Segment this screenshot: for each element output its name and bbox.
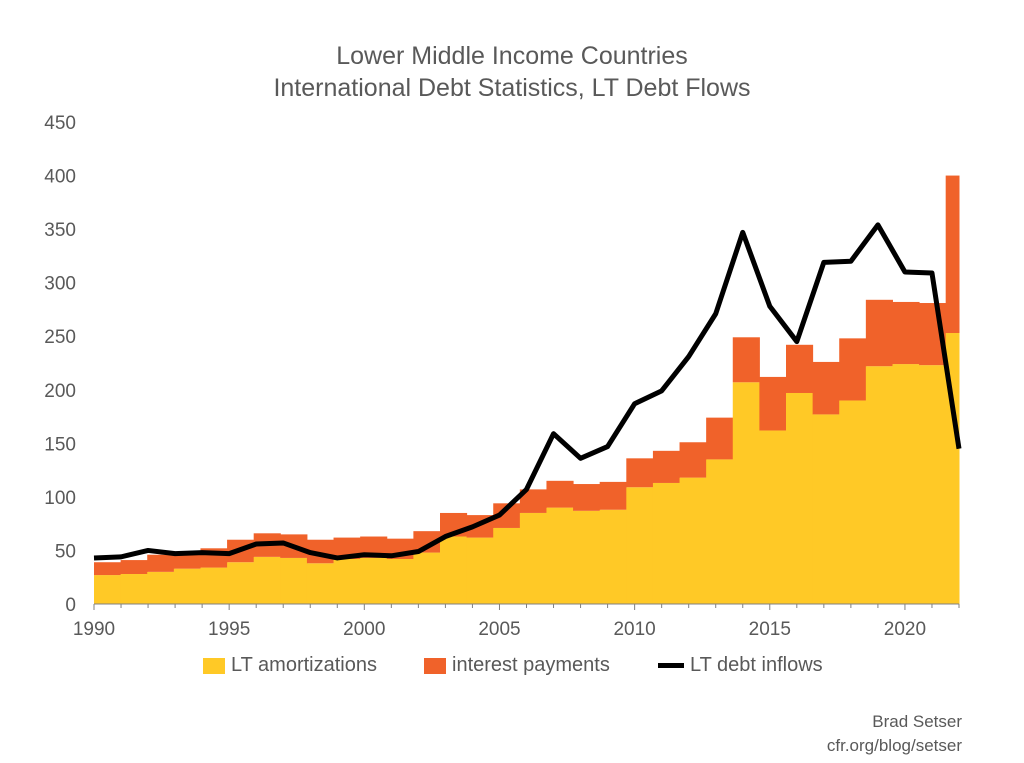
bar-interest-1991 — [120, 560, 148, 574]
bar-amortizations-2004 — [466, 537, 494, 604]
x-tick-label: 1990 — [73, 619, 115, 640]
bar-amortizations-1993 — [173, 568, 201, 604]
bar-amortizations-2014 — [732, 382, 760, 604]
legend-label-interest: interest payments — [452, 654, 610, 676]
bar-amortizations-2010 — [626, 487, 654, 604]
inflows-line-layer — [93, 222, 962, 561]
legend-label-amortizations: LT amortizations — [231, 654, 377, 676]
legend-item-interest: interest payments — [424, 654, 610, 677]
bar-interest-2007 — [546, 480, 574, 508]
bar-interest-1993 — [173, 552, 201, 569]
bar-amortizations-2005 — [493, 527, 521, 604]
bar-amortizations-2011 — [652, 482, 681, 604]
y-tick-label: 100 — [44, 488, 76, 509]
bar-interest-2019 — [865, 299, 893, 367]
x-tick-label: 1995 — [208, 619, 250, 640]
chart-title: Lower Middle Income Countries — [336, 42, 688, 70]
bar-amortizations-2020 — [892, 364, 920, 604]
bar-interest-2013 — [706, 417, 734, 460]
legend-swatch-inflows — [658, 663, 684, 668]
bars-layer — [94, 175, 960, 604]
y-tick-label: 200 — [44, 381, 76, 402]
bar-interest-2008 — [573, 484, 601, 511]
y-tick-label: 0 — [65, 595, 76, 616]
legend: LT amortizations interest payments LT de… — [0, 654, 1024, 682]
bar-amortizations-2001 — [386, 559, 414, 604]
bar-amortizations-1997 — [280, 557, 308, 604]
bar-amortizations-2021 — [919, 365, 947, 604]
bar-interest-1992 — [147, 554, 175, 572]
bar-interest-2018 — [839, 338, 867, 401]
bar-amortizations-1995 — [227, 562, 255, 604]
bar-amortizations-1996 — [253, 556, 281, 604]
bar-interest-2011 — [652, 450, 681, 483]
bar-amortizations-2013 — [706, 459, 734, 604]
bar-amortizations-2003 — [440, 536, 468, 604]
bar-interest-2009 — [599, 481, 627, 510]
bar-amortizations-1992 — [147, 571, 175, 604]
y-tick-label: 300 — [44, 274, 76, 295]
y-tick-label: 450 — [44, 113, 76, 134]
bar-amortizations-2017 — [812, 414, 840, 604]
x-tick-label: 2020 — [884, 619, 926, 640]
bar-interest-2014 — [732, 337, 760, 383]
bar-amortizations-2000 — [360, 557, 388, 604]
bar-amortizations-1999 — [333, 559, 361, 604]
bar-amortizations-2016 — [786, 392, 814, 604]
credit-name: Brad Setser — [872, 712, 962, 731]
line-lt-debt-inflows — [93, 222, 962, 561]
bar-interest-2016 — [786, 344, 814, 393]
x-tick-label: 2015 — [749, 619, 791, 640]
bar-amortizations-1991 — [120, 574, 148, 604]
y-tick-label: 400 — [44, 167, 76, 188]
bar-interest-2022 — [945, 175, 960, 334]
bar-interest-2020 — [892, 301, 920, 365]
y-tick-label: 250 — [44, 327, 76, 348]
bar-interest-2015 — [759, 376, 787, 431]
y-tick-label: 350 — [44, 220, 76, 241]
bar-interest-1990 — [94, 562, 122, 576]
x-tick-label: 2010 — [613, 619, 655, 640]
bar-amortizations-2018 — [839, 400, 867, 604]
bar-amortizations-2007 — [546, 507, 574, 604]
bar-interest-2010 — [626, 458, 654, 488]
bar-amortizations-2006 — [519, 512, 547, 604]
y-tick-label: 150 — [44, 434, 76, 455]
credit-url: cfr.org/blog/setser — [826, 736, 962, 755]
chart-subtitle: International Debt Statistics, LT Debt F… — [273, 74, 751, 102]
x-tick-label: 2000 — [343, 619, 385, 640]
bar-interest-2012 — [679, 442, 707, 478]
bar-amortizations-1994 — [200, 567, 228, 604]
bar-amortizations-2012 — [679, 477, 707, 604]
legend-swatch-amortizations — [203, 657, 225, 674]
legend-swatch-interest — [424, 657, 446, 674]
bar-amortizations-2002 — [413, 552, 441, 604]
x-tick-label: 2005 — [478, 619, 520, 640]
axes-layer: 0 50 100 150 200 250 300 350 400 450 1990 1995 2000 2… — [44, 113, 960, 640]
legend-item-amortizations: LT amortizations — [203, 654, 377, 677]
y-tick-label: 50 — [55, 541, 76, 562]
bar-amortizations-2019 — [865, 366, 893, 604]
legend-label-inflows: LT debt inflows — [690, 654, 823, 676]
bar-amortizations-1990 — [94, 575, 122, 604]
bar-amortizations-2015 — [759, 430, 787, 604]
bar-amortizations-2008 — [573, 510, 601, 604]
bar-interest-2017 — [812, 361, 840, 415]
legend-item-inflows: LT debt inflows — [658, 654, 823, 677]
bar-interest-2002 — [413, 531, 441, 553]
bar-interest-2006 — [519, 489, 547, 513]
bar-amortizations-2009 — [599, 509, 627, 604]
bar-amortizations-1998 — [306, 563, 335, 604]
